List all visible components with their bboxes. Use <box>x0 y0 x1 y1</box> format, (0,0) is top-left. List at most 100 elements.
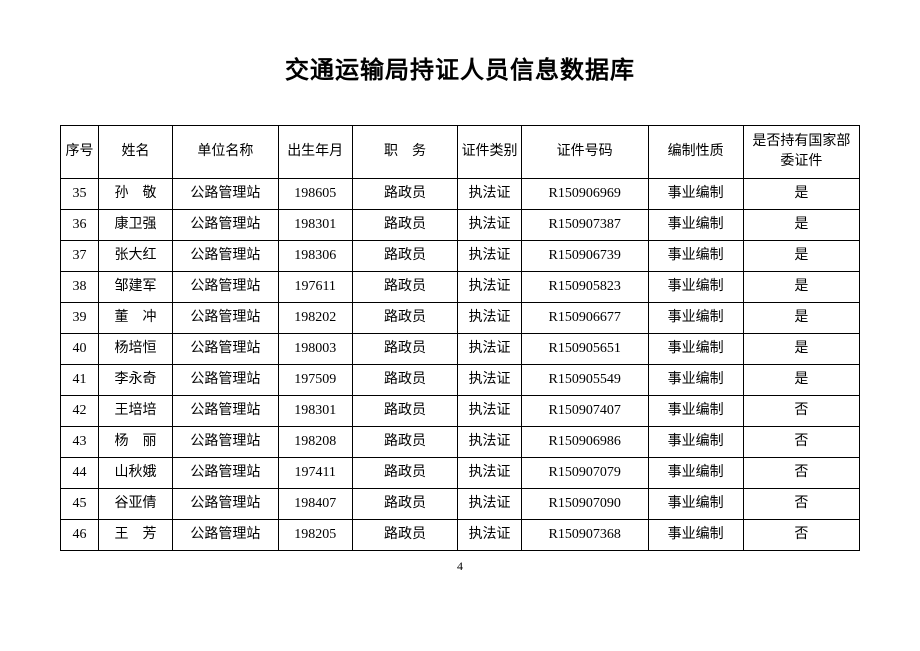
cell-unit: 公路管理站 <box>173 520 279 551</box>
table-header-row: 序号 姓名 单位名称 出生年月 职 务 证件类别 证件号码 编制性质 是否持有国… <box>61 126 860 179</box>
cell-formation: 事业编制 <box>648 303 743 334</box>
cell-formation: 事业编制 <box>648 179 743 210</box>
cell-cert-num: R150907090 <box>521 489 648 520</box>
personnel-table: 序号 姓名 单位名称 出生年月 职 务 证件类别 证件号码 编制性质 是否持有国… <box>60 125 860 551</box>
cell-unit: 公路管理站 <box>173 427 279 458</box>
cell-name: 张大红 <box>99 241 173 272</box>
col-header-duty: 职 务 <box>352 126 458 179</box>
table-body: 35孙 敬公路管理站198605路政员执法证R150906969事业编制是36康… <box>61 179 860 551</box>
table-row: 41李永奇公路管理站197509路政员执法证R150905549事业编制是 <box>61 365 860 396</box>
col-header-cert-type: 证件类别 <box>458 126 521 179</box>
cell-seq: 40 <box>61 334 99 365</box>
cell-cert-type: 执法证 <box>458 303 521 334</box>
table-row: 44山秋娥公路管理站197411路政员执法证R150907079事业编制否 <box>61 458 860 489</box>
cell-duty: 路政员 <box>352 427 458 458</box>
cell-seq: 36 <box>61 210 99 241</box>
table-row: 46王 芳公路管理站198205路政员执法证R150907368事业编制否 <box>61 520 860 551</box>
cell-birth: 198205 <box>278 520 352 551</box>
cell-unit: 公路管理站 <box>173 458 279 489</box>
page-title: 交通运输局持证人员信息数据库 <box>60 50 860 85</box>
cell-duty: 路政员 <box>352 458 458 489</box>
cell-cert-num: R150906986 <box>521 427 648 458</box>
cell-seq: 37 <box>61 241 99 272</box>
cell-formation: 事业编制 <box>648 272 743 303</box>
table-row: 39董 冲公路管理站198202路政员执法证R150906677事业编制是 <box>61 303 860 334</box>
cell-unit: 公路管理站 <box>173 489 279 520</box>
cell-duty: 路政员 <box>352 396 458 427</box>
cell-national: 否 <box>743 489 859 520</box>
cell-birth: 197509 <box>278 365 352 396</box>
table-row: 36康卫强公路管理站198301路政员执法证R150907387事业编制是 <box>61 210 860 241</box>
page-number: 4 <box>60 559 860 574</box>
cell-national: 是 <box>743 179 859 210</box>
cell-formation: 事业编制 <box>648 396 743 427</box>
cell-unit: 公路管理站 <box>173 272 279 303</box>
cell-cert-type: 执法证 <box>458 179 521 210</box>
cell-name: 孙 敬 <box>99 179 173 210</box>
cell-duty: 路政员 <box>352 210 458 241</box>
document-page: 交通运输局持证人员信息数据库 序号 姓名 单位名称 出生年月 职 务 证件类别 … <box>0 0 920 574</box>
col-header-name: 姓名 <box>99 126 173 179</box>
cell-unit: 公路管理站 <box>173 179 279 210</box>
cell-national: 否 <box>743 458 859 489</box>
cell-birth: 198407 <box>278 489 352 520</box>
table-row: 35孙 敬公路管理站198605路政员执法证R150906969事业编制是 <box>61 179 860 210</box>
table-row: 45谷亚倩公路管理站198407路政员执法证R150907090事业编制否 <box>61 489 860 520</box>
table-row: 43杨 丽公路管理站198208路政员执法证R150906986事业编制否 <box>61 427 860 458</box>
cell-seq: 35 <box>61 179 99 210</box>
cell-cert-num: R150906739 <box>521 241 648 272</box>
table-row: 37张大红公路管理站198306路政员执法证R150906739事业编制是 <box>61 241 860 272</box>
cell-cert-type: 执法证 <box>458 520 521 551</box>
cell-birth: 198202 <box>278 303 352 334</box>
col-header-cert-num: 证件号码 <box>521 126 648 179</box>
cell-birth: 198003 <box>278 334 352 365</box>
cell-national: 是 <box>743 303 859 334</box>
cell-birth: 197611 <box>278 272 352 303</box>
cell-seq: 45 <box>61 489 99 520</box>
table-row: 38邹建军公路管理站197611路政员执法证R150905823事业编制是 <box>61 272 860 303</box>
cell-national: 是 <box>743 272 859 303</box>
cell-cert-num: R150905823 <box>521 272 648 303</box>
cell-formation: 事业编制 <box>648 520 743 551</box>
cell-formation: 事业编制 <box>648 489 743 520</box>
cell-cert-num: R150905549 <box>521 365 648 396</box>
cell-birth: 198301 <box>278 210 352 241</box>
cell-duty: 路政员 <box>352 303 458 334</box>
cell-seq: 41 <box>61 365 99 396</box>
cell-national: 是 <box>743 334 859 365</box>
cell-name: 王 芳 <box>99 520 173 551</box>
cell-birth: 198306 <box>278 241 352 272</box>
cell-cert-num: R150906969 <box>521 179 648 210</box>
col-header-unit: 单位名称 <box>173 126 279 179</box>
cell-national: 否 <box>743 520 859 551</box>
cell-national: 否 <box>743 396 859 427</box>
cell-formation: 事业编制 <box>648 365 743 396</box>
cell-name: 杨 丽 <box>99 427 173 458</box>
cell-cert-type: 执法证 <box>458 241 521 272</box>
cell-name: 谷亚倩 <box>99 489 173 520</box>
cell-seq: 38 <box>61 272 99 303</box>
cell-seq: 43 <box>61 427 99 458</box>
cell-seq: 42 <box>61 396 99 427</box>
cell-birth: 197411 <box>278 458 352 489</box>
cell-cert-type: 执法证 <box>458 365 521 396</box>
cell-national: 是 <box>743 241 859 272</box>
cell-duty: 路政员 <box>352 334 458 365</box>
cell-cert-num: R150907407 <box>521 396 648 427</box>
cell-cert-type: 执法证 <box>458 210 521 241</box>
col-header-formation: 编制性质 <box>648 126 743 179</box>
cell-unit: 公路管理站 <box>173 334 279 365</box>
cell-cert-num: R150905651 <box>521 334 648 365</box>
cell-birth: 198301 <box>278 396 352 427</box>
cell-national: 是 <box>743 210 859 241</box>
cell-duty: 路政员 <box>352 520 458 551</box>
cell-name: 李永奇 <box>99 365 173 396</box>
cell-name: 王培培 <box>99 396 173 427</box>
cell-duty: 路政员 <box>352 365 458 396</box>
cell-unit: 公路管理站 <box>173 365 279 396</box>
cell-unit: 公路管理站 <box>173 241 279 272</box>
cell-duty: 路政员 <box>352 241 458 272</box>
col-header-national: 是否持有国家部委证件 <box>743 126 859 179</box>
cell-name: 董 冲 <box>99 303 173 334</box>
col-header-birth: 出生年月 <box>278 126 352 179</box>
